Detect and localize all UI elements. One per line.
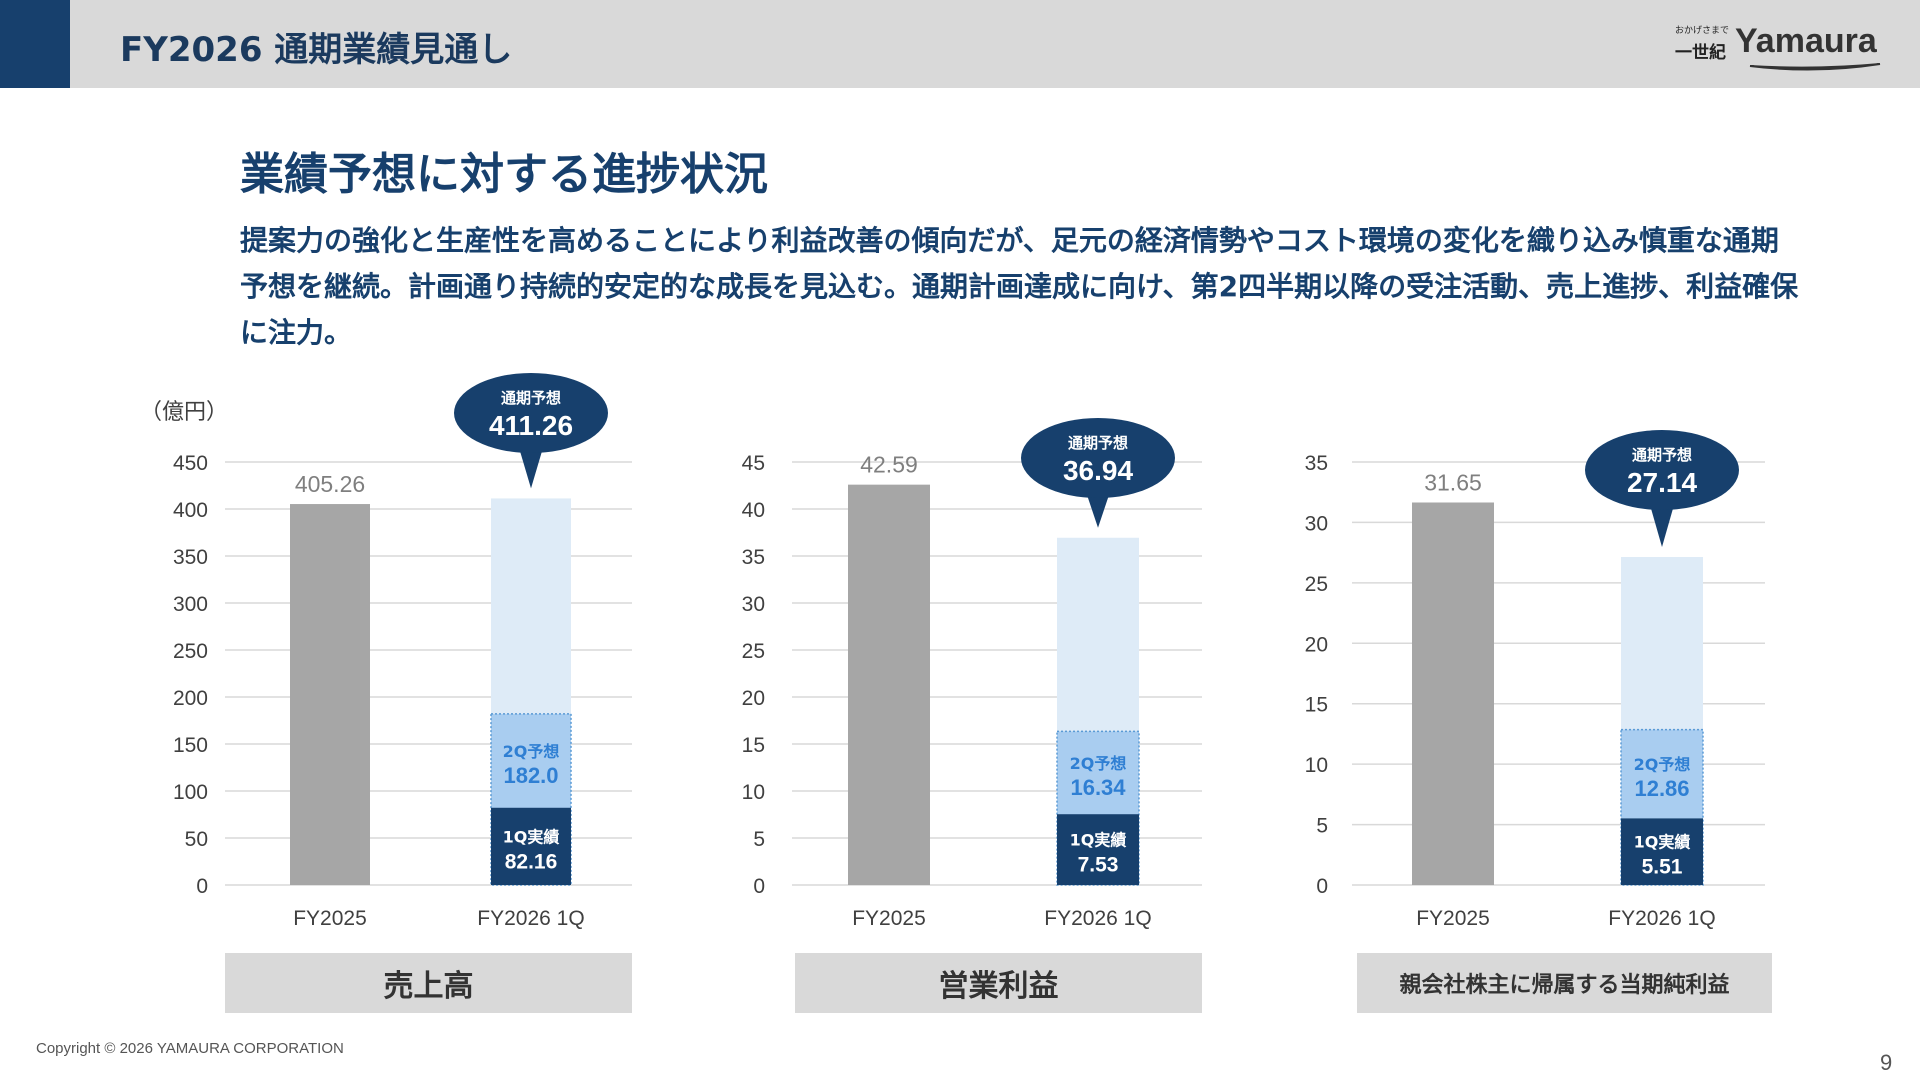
x-tick-label: FY2025 [1416,907,1490,930]
y-tick-label: 45 [742,452,765,475]
y-tick-label: 0 [753,875,765,898]
y-tick-label: 250 [173,640,208,663]
y-tick-label: 40 [742,499,765,522]
y-tick-label: 10 [1305,754,1328,777]
y-tick-label: 20 [742,687,765,710]
section-title: 業績予想に対する進捗状況 [240,149,768,200]
y-tick-label: 10 [742,781,765,804]
page-number: 9 [1880,1050,1893,1075]
data-label-q1-actual: 82.16 [505,850,558,873]
y-tick-label: 200 [173,687,208,710]
logo-tagline-bottom: 一世紀 [1675,43,1726,63]
page-title: FY2026 通期業績見通し [120,30,513,70]
data-label-full-year-forecast: 36.94 [1063,455,1133,486]
data-label-prior-year: 42.59 [860,452,918,478]
series-label-full-year-forecast: 通期予想 [501,389,561,407]
bar-q1-actual [1057,814,1139,885]
chart-caption-net-income: 親会社株主に帰属する当期純利益 [1357,953,1772,1013]
logo-tagline-top: おかげさまで [1675,26,1730,36]
bar-prior-year [848,484,930,885]
data-label-prior-year: 31.65 [1424,469,1482,495]
data-label-q2-forecast: 182.0 [503,763,558,788]
x-tick-label: FY2025 [852,907,926,930]
chart-1: 0 5 10 15 20 25 30 35 40 45 FY2025 FY2026 1Q 42.59 1Q… [742,418,1202,930]
y-tick-label: 0 [196,875,208,898]
y-tick-label: 5 [753,828,765,851]
bar-q1-actual [491,807,571,885]
data-label-full-year-forecast: 411.26 [489,410,573,441]
y-tick-label: 5 [1316,815,1328,838]
series-label-q1-actual: 1Q実績 [503,827,560,846]
y-tick-label: 100 [173,781,208,804]
series-label-q1-actual: 1Q実績 [1634,833,1691,852]
x-tick-label: FY2026 1Q [477,907,584,930]
callout-bubble [454,373,608,453]
bar-prior-year [290,504,370,885]
series-label-q2-forecast: 2Q予想 [503,742,560,761]
logo-wordmark: Yamaura [1735,22,1877,60]
data-label-full-year-forecast: 27.14 [1627,467,1697,498]
y-tick-label: 400 [173,499,208,522]
data-label-q2-forecast: 16.34 [1070,775,1126,800]
y-tick-label: 150 [173,734,208,757]
x-tick-label: FY2025 [293,907,367,930]
callout-pointer [1648,498,1676,547]
data-label-q2-forecast: 12.86 [1634,776,1689,801]
chart-caption-operating-profit: 営業利益 [795,953,1202,1013]
data-label-q1-actual: 7.53 [1078,854,1119,877]
series-label-q2-forecast: 2Q予想 [1634,755,1691,774]
series-label-q2-forecast: 2Q予想 [1070,754,1127,773]
data-label-q1-actual: 5.51 [1642,856,1683,879]
series-label-q1-actual: 1Q実績 [1070,831,1127,850]
header-bar [0,0,1920,88]
callout-pointer [517,441,545,489]
y-tick-label: 300 [173,593,208,616]
y-tick-label: 25 [1305,573,1328,596]
y-tick-label: 15 [742,734,765,757]
chart-0: 0 50 100 150 200 250 300 350 400 450 FY2025 FY2026 … [173,373,632,930]
header-accent [0,0,70,88]
logo-swoosh-icon [1749,63,1881,71]
y-tick-label: 20 [1305,633,1328,656]
y-tick-label: 350 [173,546,208,569]
copyright: Copyright © 2026 YAMAURA CORPORATION [36,1040,344,1057]
unit-label: （億円） [140,400,229,425]
x-tick-label: FY2026 1Q [1044,907,1151,930]
x-tick-label: FY2026 1Q [1608,907,1715,930]
y-tick-label: 15 [1305,694,1328,717]
chart-2: 0 5 10 15 20 25 30 35 FY2025 FY2026 1Q 31.65 1Q実績 5.… [1305,430,1765,930]
y-tick-label: 30 [742,593,765,616]
series-label-full-year-forecast: 通期予想 [1068,434,1128,452]
company-logo: おかげさまで 一世紀 Yamaura [1675,22,1885,72]
callout-bubble [1021,418,1175,498]
data-label-prior-year: 405.26 [295,471,365,497]
y-tick-label: 450 [173,452,208,475]
chart-caption-sales: 売上高 [225,953,632,1013]
y-tick-label: 50 [185,828,208,851]
bar-prior-year [1412,502,1494,885]
y-tick-label: 35 [742,546,765,569]
y-tick-label: 30 [1305,512,1328,535]
callout-bubble [1585,430,1739,510]
y-tick-label: 0 [1316,875,1328,898]
bar-q1-actual [1621,818,1703,885]
series-label-full-year-forecast: 通期予想 [1632,446,1692,464]
y-tick-label: 35 [1305,452,1328,475]
y-tick-label: 25 [742,640,765,663]
section-description: 提案力の強化と生産性を高めることにより利益改善の傾向だが、足元の経済情勢やコスト… [240,224,1799,349]
